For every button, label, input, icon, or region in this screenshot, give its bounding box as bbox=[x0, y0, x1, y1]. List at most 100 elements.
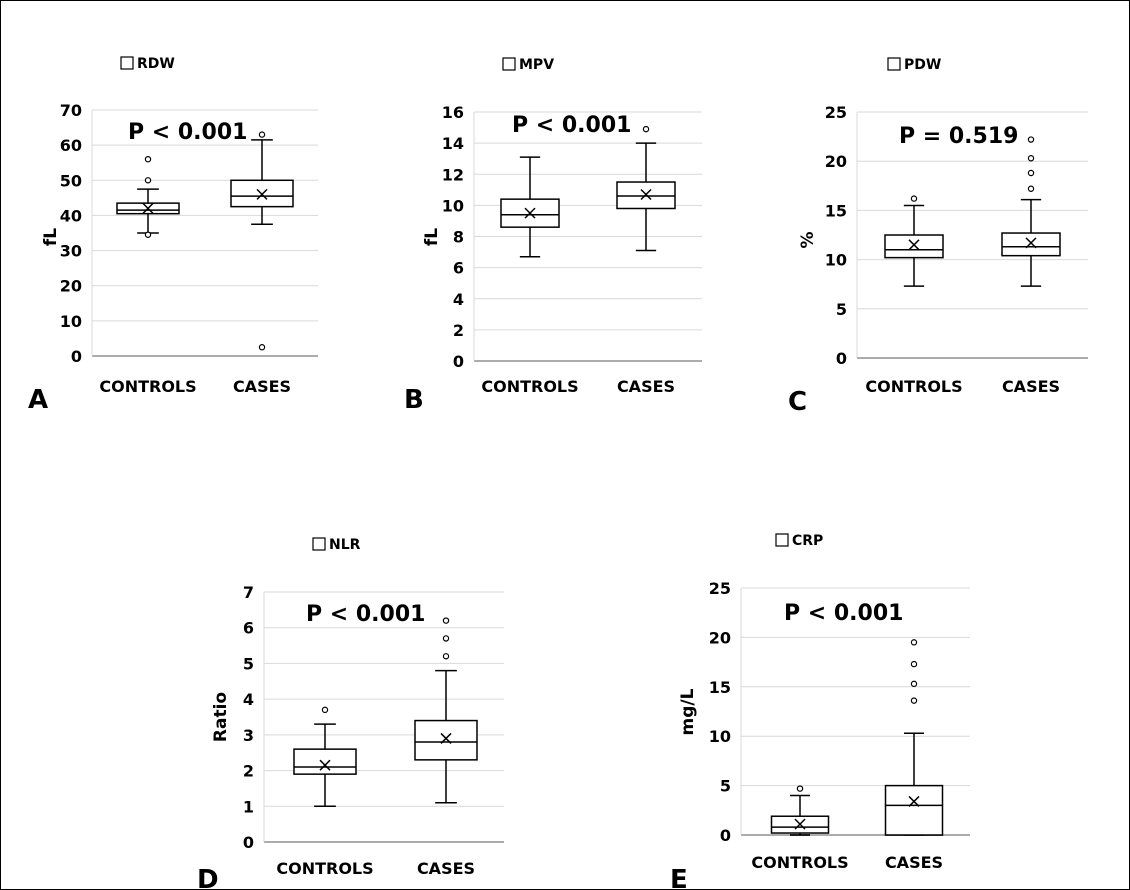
legend-label: PDW bbox=[904, 57, 941, 73]
outlier-point bbox=[258, 344, 266, 351]
mean-marker bbox=[142, 202, 154, 214]
y-tick-label: 70 bbox=[60, 101, 82, 120]
iqr-box bbox=[1001, 232, 1061, 257]
panel-b: 0 2 4 6 8 10 12 14 16 CONTROLS CASES MPV P < 0.001 fL… bbox=[404, 57, 702, 415]
y-tick-label: 30 bbox=[60, 242, 82, 261]
iqr-box bbox=[884, 784, 944, 836]
y-tick-label: 10 bbox=[442, 196, 464, 215]
mean-marker bbox=[908, 795, 920, 807]
y-axis-title: Ratio bbox=[211, 692, 231, 742]
outlier-point bbox=[1027, 185, 1035, 192]
y-tick-label: 3 bbox=[243, 726, 254, 745]
y-tick-label: 20 bbox=[709, 628, 731, 647]
box-cases bbox=[414, 617, 478, 804]
panel-c: 0 5 10 15 20 25 CONTROLS CASES PDW P = 0.519% C bbox=[788, 57, 1088, 417]
p-value-annotation: P < 0.001 bbox=[306, 602, 425, 627]
outlier-point bbox=[321, 706, 329, 714]
mean-marker bbox=[524, 207, 536, 219]
legend-swatch bbox=[502, 57, 516, 71]
panel-letter: A bbox=[28, 385, 48, 415]
y-tick-label: 0 bbox=[71, 347, 82, 366]
outlier-point bbox=[144, 231, 152, 238]
outlier-point bbox=[1027, 155, 1035, 162]
outlier-point bbox=[642, 125, 650, 133]
iqr-box bbox=[414, 719, 478, 761]
y-tick-label: 20 bbox=[60, 277, 82, 296]
outlier-point bbox=[442, 617, 450, 624]
y-tick-label: 10 bbox=[825, 251, 847, 270]
mean-marker bbox=[794, 818, 806, 830]
y-axis-title: % bbox=[798, 231, 818, 248]
mean-marker bbox=[319, 759, 331, 771]
p-value-annotation: P < 0.001 bbox=[784, 601, 903, 626]
legend-label: MPV bbox=[519, 57, 554, 73]
y-tick-label: 1 bbox=[243, 797, 254, 816]
p-value-annotation: P = 0.519 bbox=[899, 124, 1018, 149]
outlier-point bbox=[442, 653, 450, 660]
y-tick-label: 2 bbox=[243, 762, 254, 781]
y-tick-label: 2 bbox=[453, 321, 464, 340]
y-tick-label: 0 bbox=[720, 826, 731, 845]
box-controls bbox=[770, 785, 830, 836]
x-category-label: CONTROLS bbox=[99, 377, 196, 396]
y-tick-label: 20 bbox=[825, 152, 847, 171]
y-tick-label: 0 bbox=[453, 352, 464, 371]
panel-e: 0 5 10 15 20 25 CONTROLS CASES CRP P < 0.001 mg/L E bbox=[670, 533, 970, 890]
box-cases bbox=[884, 639, 944, 836]
y-tick-label: 60 bbox=[60, 136, 82, 155]
y-tick-label: 40 bbox=[60, 206, 82, 225]
y-tick-label: 0 bbox=[243, 833, 254, 852]
y-tick-label: 25 bbox=[709, 579, 731, 598]
panel-d: 0 1 2 3 4 5 6 7 CONTROLS CASES NLR P < 0.001 Ratio D bbox=[197, 537, 504, 890]
legend-swatch bbox=[120, 56, 134, 70]
y-tick-label: 10 bbox=[709, 727, 731, 746]
outlier-point bbox=[1027, 136, 1035, 143]
y-tick-label: 6 bbox=[243, 619, 254, 638]
y-tick-label: 8 bbox=[453, 228, 464, 247]
y-axis-title: mg/L bbox=[678, 688, 698, 735]
legend-label: RDW bbox=[137, 56, 175, 72]
y-tick-label: 5 bbox=[720, 777, 731, 796]
y-tick-label: 14 bbox=[442, 134, 464, 153]
y-tick-label: 4 bbox=[453, 290, 464, 309]
outlier-point bbox=[796, 785, 804, 792]
outlier-point bbox=[144, 155, 152, 163]
y-tick-label: 6 bbox=[453, 259, 464, 278]
mean-marker bbox=[908, 239, 920, 251]
mean-marker bbox=[1025, 237, 1037, 249]
outlier-point bbox=[910, 680, 918, 688]
panel-letter: E bbox=[670, 865, 688, 890]
outlier-point bbox=[910, 639, 918, 646]
y-axis-title: fL bbox=[41, 228, 61, 246]
outlier-point bbox=[910, 697, 918, 704]
legend-label: NLR bbox=[329, 537, 361, 553]
iqr-box bbox=[884, 234, 944, 259]
x-category-label: CONTROLS bbox=[751, 853, 848, 872]
x-category-label: CONTROLS bbox=[481, 377, 578, 396]
y-tick-label: 50 bbox=[60, 171, 82, 190]
panel-letter: D bbox=[197, 865, 219, 890]
panel-letter: C bbox=[788, 387, 807, 417]
p-value-annotation: P < 0.001 bbox=[128, 120, 247, 145]
box-controls bbox=[884, 195, 944, 287]
x-category-label: CONTROLS bbox=[865, 377, 962, 396]
legend-swatch bbox=[887, 57, 901, 71]
y-tick-label: 0 bbox=[836, 349, 847, 368]
y-tick-label: 5 bbox=[243, 654, 254, 673]
y-tick-label: 25 bbox=[825, 103, 847, 122]
box-controls bbox=[500, 156, 560, 258]
y-tick-label: 16 bbox=[442, 103, 464, 122]
outlier-point bbox=[258, 131, 266, 138]
panel-a: 0 10 20 30 40 50 60 70 CONTROLS CASES RDW P < 0.001… bbox=[28, 56, 318, 415]
y-tick-label: 7 bbox=[243, 583, 254, 602]
y-tick-label: 15 bbox=[825, 201, 847, 220]
outlier-point bbox=[910, 195, 918, 202]
x-category-label: CASES bbox=[233, 377, 291, 396]
box-controls bbox=[116, 155, 180, 238]
p-value-annotation: P < 0.001 bbox=[512, 113, 631, 138]
y-tick-label: 5 bbox=[836, 300, 847, 319]
panel-letter: B bbox=[404, 385, 424, 415]
box-cases bbox=[616, 125, 676, 252]
